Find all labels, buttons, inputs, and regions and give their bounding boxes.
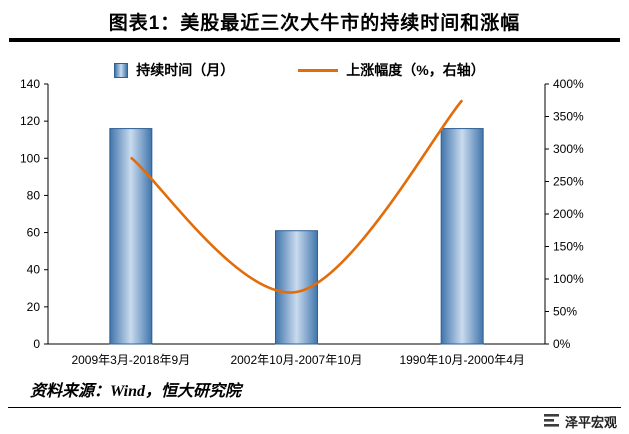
brand: 泽平宏观 [543, 412, 617, 431]
title-underline [9, 38, 620, 42]
right-axis-tick-label: 350% [553, 110, 584, 124]
brand-name: 泽平宏观 [564, 415, 617, 430]
left-axis-tick-label: 120 [20, 114, 40, 128]
source-note: 资料来源：Wind，恒大研究院 [30, 383, 241, 400]
x-axis-category-label: 2009年3月-2018年9月 [71, 353, 190, 367]
right-axis-tick-label: 300% [553, 142, 584, 156]
zeping-logo-icon [543, 413, 559, 431]
right-axis-tick-label: 200% [553, 207, 584, 221]
left-axis-tick-label: 60 [27, 226, 41, 240]
left-axis-tick-label: 140 [20, 77, 40, 91]
right-axis-tick-label: 100% [553, 272, 584, 286]
left-axis-tick-label: 100 [20, 151, 40, 165]
footer-divider [8, 407, 621, 408]
legend-item-rise: 上涨幅度（%，右轴） [298, 60, 485, 80]
chart-plot: 0 20 40 60 80 100 120 140 0% 50% 100% 150% 200% 250% 3… [20, 77, 584, 367]
x-axis-category-label: 2002年10月-2007年10月 [230, 353, 362, 367]
left-axis-tick-label: 20 [27, 300, 41, 314]
right-axis-tick-label: 400% [553, 77, 584, 91]
right-axis-tick-label: 0% [553, 337, 571, 351]
left-axis-tick-label: 40 [27, 263, 41, 277]
line-series-swatch-icon [298, 68, 339, 72]
bar-series-swatch-icon [114, 62, 129, 78]
left-axis-tick-label: 80 [27, 188, 41, 202]
right-axis-tick-label: 150% [553, 240, 584, 254]
duration-bar-2 [440, 128, 484, 345]
right-axis-tick-label: 50% [553, 305, 577, 319]
duration-bar-0 [109, 128, 153, 345]
rise-line [130, 99, 464, 294]
legend-label-duration: 持续时间（月） [136, 62, 235, 78]
x-axis-category-label: 1990年10月-2000年4月 [399, 353, 524, 367]
right-axis-tick-label: 250% [553, 175, 584, 189]
legend-label-rise: 上涨幅度（%，右轴） [346, 62, 485, 78]
legend: 持续时间（月） 上涨幅度（%，右轴） [0, 60, 599, 80]
left-axis-tick-label: 0 [33, 337, 40, 351]
legend-item-duration: 持续时间（月） [114, 60, 234, 80]
chart-title: 图表1：美股最近三次大牛市的持续时间和涨幅 [108, 13, 521, 34]
